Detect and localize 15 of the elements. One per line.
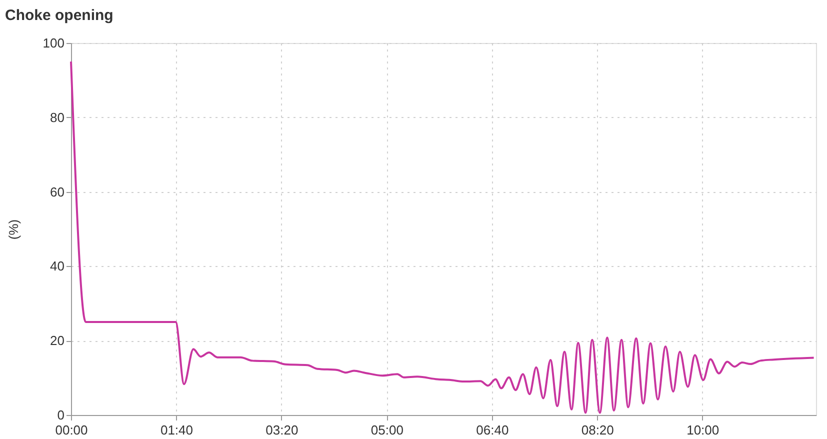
y-tick-label: 40 [50, 258, 64, 274]
y-tick-label: 100 [42, 36, 64, 50]
x-tick-label: 01:40 [160, 422, 193, 438]
x-tick-label: 05:00 [370, 422, 404, 438]
y-tick-label: 0 [57, 408, 64, 422]
x-tick-label: 08:20 [581, 422, 614, 438]
x-tick-label: 06:40 [476, 422, 509, 438]
y-tick-label: 20 [50, 333, 64, 348]
x-tick-label: 10:00 [686, 422, 720, 438]
y-tick-label: 60 [50, 184, 64, 200]
chart-title: Choke opening [5, 7, 114, 24]
x-tick-label: 03:20 [266, 422, 298, 438]
x-tick-label: 00:00 [55, 422, 88, 438]
y-axis-title: (%) [6, 219, 21, 240]
y-tick-label: 80 [50, 110, 64, 125]
